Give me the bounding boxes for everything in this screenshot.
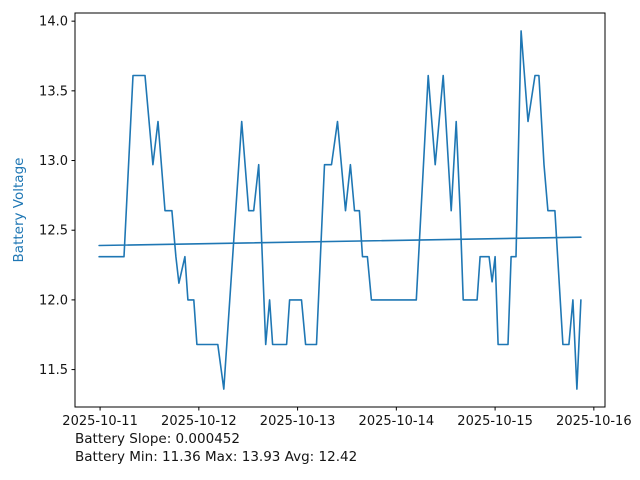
x-tick-label: 2025-10-15 bbox=[457, 414, 533, 429]
y-tick-label: 13.0 bbox=[39, 154, 68, 169]
stats-annotation: Battery Slope: 0.000452 Battery Min: 11.… bbox=[75, 431, 357, 466]
y-tick-label: 13.5 bbox=[39, 84, 68, 99]
x-tick-label: 2025-10-12 bbox=[161, 414, 237, 429]
min-max-avg-text: Battery Min: 11.36 Max: 13.93 Avg: 12.42 bbox=[75, 448, 358, 465]
y-tick-label: 12.5 bbox=[39, 224, 68, 239]
y-tick-label: 12.0 bbox=[39, 293, 68, 308]
trend-line bbox=[98, 236, 582, 247]
x-tick-label: 2025-10-13 bbox=[260, 414, 336, 429]
y-tick-label: 11.5 bbox=[39, 363, 68, 378]
y-axis-label: Battery Voltage bbox=[11, 157, 27, 263]
x-tick-label: 2025-10-14 bbox=[359, 414, 435, 429]
x-tick-label: 2025-10-16 bbox=[556, 414, 632, 429]
x-tick-label: 2025-10-11 bbox=[62, 414, 138, 429]
slope-text: Battery Slope: 0.000452 bbox=[75, 431, 240, 447]
axes-spines bbox=[74, 12, 606, 408]
y-tick-label: 14.0 bbox=[39, 15, 68, 30]
voltage-line bbox=[98, 30, 582, 390]
